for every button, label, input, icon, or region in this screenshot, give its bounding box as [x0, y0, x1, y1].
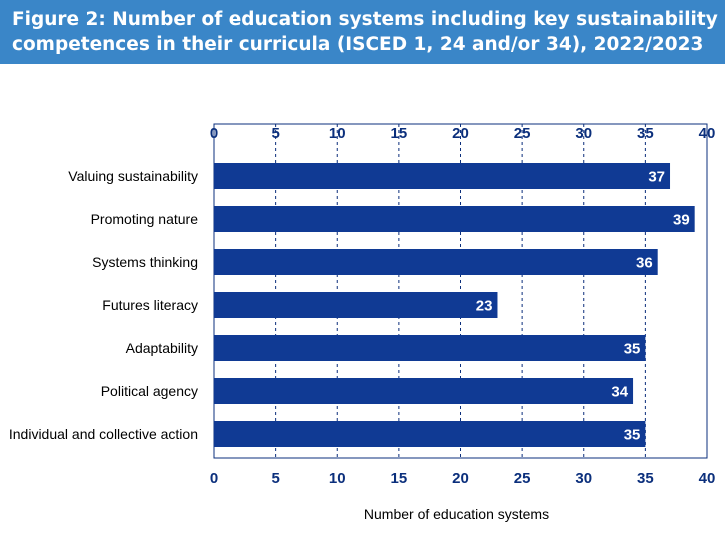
x-tick-label-top: 20 [452, 125, 469, 142]
x-tick-label-top: 10 [329, 125, 346, 142]
bar [214, 378, 634, 404]
bar-value-label: 39 [673, 212, 690, 229]
x-tick-label-bottom: 10 [329, 470, 346, 487]
figure-title-line-1: Figure 2: Number of education systems in… [12, 9, 718, 30]
x-tick-label-bottom: 40 [699, 470, 716, 487]
bar [214, 249, 658, 275]
bar-value-label: 37 [648, 169, 665, 186]
bar-value-label: 36 [636, 255, 653, 272]
x-tick-label-bottom: 35 [637, 470, 654, 487]
category-label: Individual and collective action [9, 426, 198, 442]
bar [214, 292, 498, 318]
figure-title-line-2: competences in their curricula (ISCED 1,… [12, 34, 704, 55]
x-tick-label-bottom: 20 [452, 470, 469, 487]
x-tick-label-top: 25 [514, 125, 531, 142]
category-label: Adaptability [126, 340, 198, 356]
x-tick-label-top: 0 [210, 125, 218, 142]
x-tick-label-bottom: 5 [271, 470, 279, 487]
x-tick-label-bottom: 25 [514, 470, 531, 487]
bar [214, 335, 646, 361]
category-label: Futures literacy [102, 297, 198, 313]
bar-chart: 0 0 5 5 10 10 15 15 20 20 25 25 30 30 35 35 40 40 37 Valuin… [9, 123, 716, 522]
category-label: Valuing sustainability [68, 168, 198, 184]
x-tick-label-top: 30 [575, 125, 592, 142]
bar-value-label: 23 [476, 298, 493, 315]
bar-value-label: 35 [624, 427, 641, 444]
x-tick-label-top: 15 [391, 125, 408, 142]
x-tick-label-top: 5 [271, 125, 279, 142]
plot-frame [213, 123, 708, 459]
x-tick-label-bottom: 0 [210, 470, 218, 487]
category-label: Political agency [101, 383, 198, 399]
x-tick-label-top: 40 [699, 125, 716, 142]
category-label: Promoting nature [91, 211, 199, 227]
bar [214, 421, 646, 447]
bar-value-label: 34 [611, 384, 628, 401]
category-label: Systems thinking [92, 254, 198, 270]
x-tick-label-bottom: 30 [575, 470, 592, 487]
bar [214, 206, 695, 232]
figure-title: Figure 2: Number of education systems in… [0, 0, 725, 64]
x-tick-label-top: 35 [637, 125, 654, 142]
bar-value-label: 35 [624, 341, 641, 358]
x-axis-title: Number of education systems [364, 506, 549, 522]
x-tick-label-bottom: 15 [391, 470, 408, 487]
bar [214, 163, 671, 189]
